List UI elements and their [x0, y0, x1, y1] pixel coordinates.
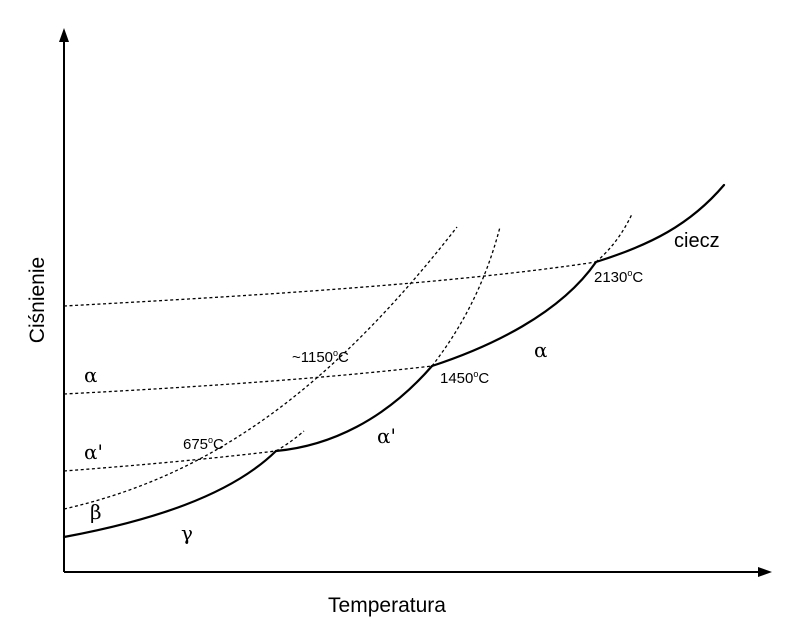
x-axis-arrow: [758, 567, 772, 577]
phase-label-alpha-prime-mid: α': [377, 424, 396, 448]
dotted-line-beta: [63, 226, 458, 510]
temp-2130-degree: o: [627, 268, 632, 278]
temp-label-1150: ~1150oC: [292, 348, 349, 366]
temp-1150-degree: o: [333, 348, 338, 358]
phase-label-alpha-right: α: [534, 338, 548, 362]
x-axis-label: Temperatura: [328, 594, 446, 617]
phase-label-alpha-prime-left: α': [84, 440, 103, 464]
y-axis-arrow: [59, 28, 69, 42]
temp-1150-value: ~1150: [292, 349, 333, 366]
dotted-curve-2130-extension: [595, 213, 633, 263]
solid-boundary-liquid: [594, 183, 726, 264]
solid-boundary-gamma: [62, 449, 278, 539]
phase-label-gamma: γ: [181, 521, 193, 545]
temp-675-degree: o: [208, 435, 213, 445]
temp-label-1450: 1450oC: [440, 369, 489, 387]
temp-1450-value: 1450: [440, 370, 473, 387]
phase-label-liquid: ciecz: [674, 230, 720, 252]
solid-boundary-alpha: [430, 260, 598, 368]
temp-1450-unit: C: [478, 370, 489, 387]
dotted-curve-1450-extension: [431, 226, 501, 367]
temp-2130-unit: C: [632, 269, 643, 286]
temp-1150-unit: C: [338, 349, 349, 366]
temp-1450-degree: o: [473, 369, 478, 379]
dotted-curve-675-extension: [275, 430, 305, 452]
temp-675-value: 675: [183, 436, 208, 453]
y-axis-label: Ciśnienie: [26, 257, 49, 343]
solid-boundary-alpha-prime: [274, 364, 434, 453]
phase-label-beta: β: [90, 500, 102, 524]
temp-label-675: 675oC: [183, 435, 224, 453]
temp-2130-value: 2130: [594, 269, 627, 286]
dotted-line-top: [63, 261, 597, 307]
dotted-line-alpha: [63, 365, 433, 395]
temp-label-2130: 2130oC: [594, 268, 643, 286]
dotted-line-alpha-prime: [63, 450, 277, 472]
temp-675-unit: C: [213, 436, 224, 453]
phase-label-alpha-left: α: [84, 363, 98, 387]
